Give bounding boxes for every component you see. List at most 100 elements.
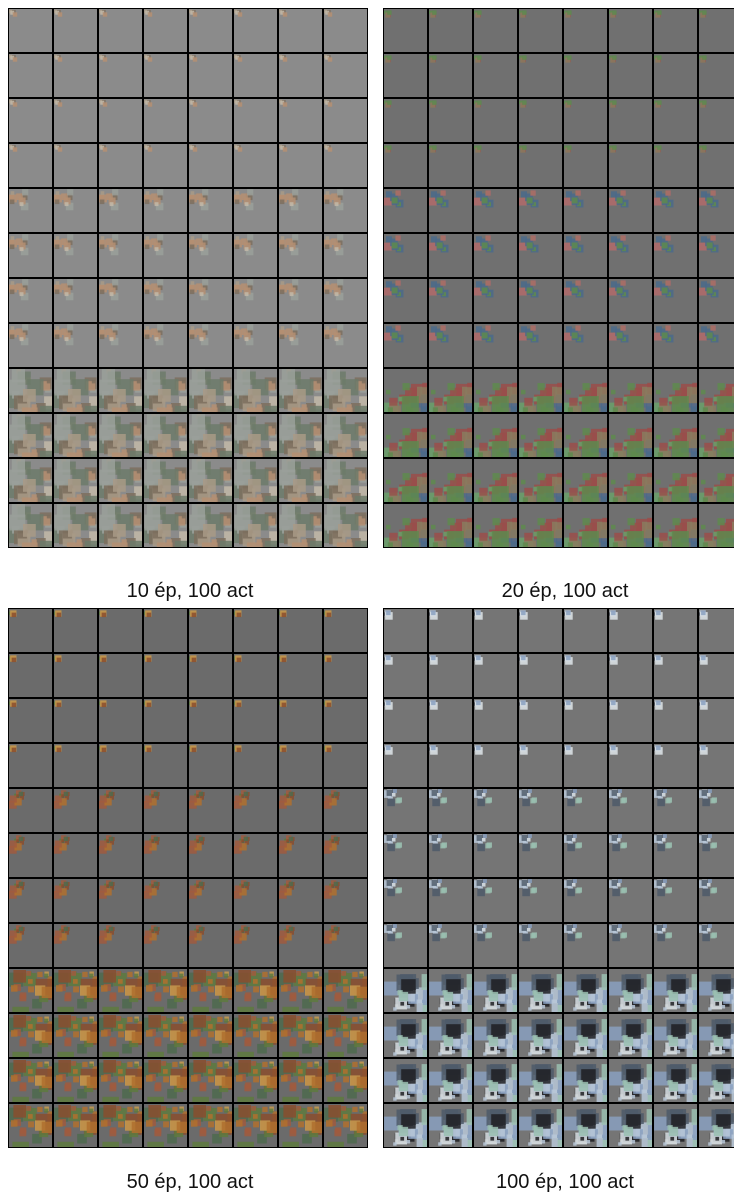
- image-cell: [324, 414, 367, 457]
- image-patch: [612, 934, 620, 942]
- image-patch: [113, 479, 126, 492]
- image-patch: [673, 383, 680, 390]
- image-patch: [443, 990, 448, 995]
- image-patch: [101, 281, 105, 285]
- image-cell: [144, 1104, 187, 1147]
- image-patch: [398, 1035, 403, 1040]
- image-patch: [488, 990, 493, 995]
- image-patch: [712, 932, 717, 937]
- image-patch: [613, 452, 618, 457]
- image-patch: [482, 198, 488, 204]
- image-patch: [200, 1127, 206, 1133]
- image-patch: [73, 986, 79, 992]
- image-cell: [654, 459, 697, 502]
- image-patch: [326, 236, 330, 240]
- image-patch: [359, 1064, 363, 1068]
- image-patch: [387, 55, 391, 59]
- image-patch: [334, 792, 338, 796]
- image-cell: [189, 744, 232, 787]
- image-patch: [614, 533, 622, 541]
- image-patch: [521, 236, 527, 242]
- image-cell: [384, 369, 427, 412]
- image-patch: [92, 515, 96, 519]
- image-patch: [244, 927, 248, 931]
- image-patch: [302, 539, 307, 544]
- image-patch: [182, 425, 186, 429]
- image-patch: [19, 837, 23, 841]
- image-patch: [11, 281, 15, 285]
- image-cell: [54, 924, 97, 967]
- image-patch: [102, 1007, 119, 1012]
- image-patch: [447, 531, 464, 547]
- image-patch: [483, 879, 487, 883]
- image-patch: [199, 837, 203, 841]
- image-patch: [100, 200, 105, 205]
- image-cell: [654, 234, 697, 277]
- image-cell: [429, 144, 472, 187]
- image-patch: [147, 1052, 164, 1057]
- image-cell: [9, 1059, 52, 1102]
- image-patch: [147, 1097, 164, 1102]
- image-patch: [568, 542, 573, 547]
- image-patch: [659, 443, 667, 451]
- image-cell: [384, 9, 427, 52]
- image-patch: [237, 748, 242, 753]
- image-cell: [429, 279, 472, 322]
- image-patch: [193, 12, 197, 16]
- image-patch: [298, 1076, 304, 1082]
- image-patch: [293, 434, 306, 447]
- image-patch: [257, 494, 262, 499]
- image-patch: [145, 931, 152, 938]
- image-patch: [490, 1002, 494, 1006]
- image-patch: [12, 1007, 29, 1012]
- image-patch: [662, 243, 668, 249]
- image-cell: [384, 969, 427, 1012]
- image-patch: [327, 1052, 344, 1057]
- image-cell: [234, 924, 277, 967]
- image-patch: [335, 1127, 341, 1133]
- image-patch: [701, 435, 706, 440]
- image-patch: [431, 390, 436, 395]
- image-patch: [161, 1106, 166, 1111]
- image-patch: [566, 236, 572, 242]
- image-patch: [116, 1016, 121, 1021]
- image-patch: [235, 335, 240, 340]
- image-patch: [359, 1019, 363, 1023]
- image-patch: [658, 407, 663, 412]
- image-patch: [667, 932, 672, 937]
- image-patch: [522, 145, 526, 149]
- image-patch: [701, 656, 706, 661]
- image-cell: [564, 609, 607, 652]
- image-patch: [328, 1105, 341, 1118]
- image-patch: [145, 796, 152, 803]
- image-patch: [692, 1019, 697, 1035]
- image-patch: [670, 1002, 674, 1006]
- image-patch: [47, 380, 51, 384]
- image-patch: [13, 1105, 26, 1118]
- image-cell: [324, 744, 367, 787]
- image-patch: [692, 1000, 695, 1003]
- image-patch: [212, 404, 217, 409]
- image-patch: [235, 841, 242, 848]
- image-patch: [116, 1061, 121, 1066]
- image-patch: [77, 449, 82, 454]
- image-patch: [199, 882, 203, 886]
- image-patch: [712, 887, 717, 892]
- image-cell: [519, 99, 562, 142]
- image-patch: [23, 479, 36, 492]
- image-patch: [44, 1109, 48, 1113]
- image-patch: [267, 987, 277, 998]
- image-patch: [627, 486, 644, 502]
- image-patch: [326, 1030, 333, 1037]
- image-patch: [327, 658, 332, 663]
- image-patch: [327, 1097, 344, 1102]
- image-patch: [663, 1052, 666, 1055]
- image-patch: [56, 1120, 63, 1127]
- image-patch: [47, 515, 51, 519]
- image-cell: [654, 324, 697, 367]
- image-cell: [564, 879, 607, 922]
- image-patch: [298, 979, 303, 984]
- image-patch: [668, 1035, 673, 1040]
- image-patch: [172, 972, 177, 977]
- image-patch: [536, 1024, 551, 1039]
